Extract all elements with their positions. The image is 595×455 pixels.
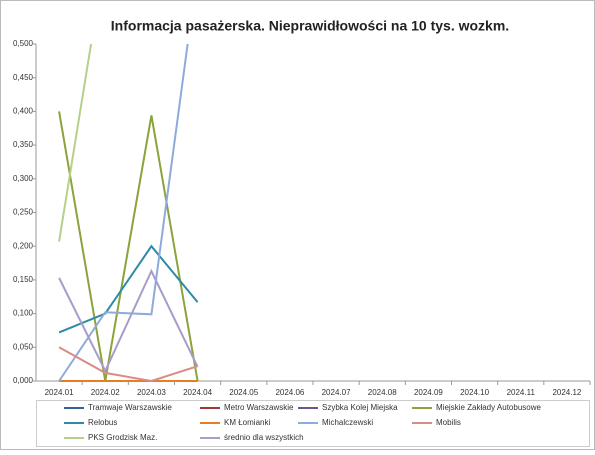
x-tick-label: 2024.10 <box>460 388 489 397</box>
y-tick-label: 0,500 <box>13 39 34 48</box>
y-tick-label: 0,200 <box>13 241 34 250</box>
series-line <box>58 268 199 374</box>
x-tick-label: 2024.03 <box>137 388 166 397</box>
y-tick-label: 0,250 <box>13 208 34 217</box>
x-tick-label: 2024.04 <box>183 388 212 397</box>
x-tick-label: 2024.02 <box>91 388 120 397</box>
y-tick-label: 0,100 <box>13 309 34 318</box>
legend-label: średnio dla wszystkich <box>224 433 304 442</box>
x-tick-label: 2024.06 <box>275 388 304 397</box>
x-tick-label: 2024.11 <box>507 388 536 397</box>
legend-label: Miejskie Zakłady Autobusowe <box>436 403 541 412</box>
legend-label: Relobus <box>88 418 117 427</box>
y-tick-label: 0,400 <box>13 107 34 116</box>
legend-label: Michalczewski <box>322 418 373 427</box>
y-tick-label: 0,050 <box>13 342 34 351</box>
y-tick-label: 0,350 <box>13 140 34 149</box>
legend-label: Metro Warszawskie <box>224 403 294 412</box>
legend-label: Szybka Kolej Miejska <box>322 403 398 412</box>
x-tick-label: 2024.09 <box>414 388 443 397</box>
chart-title: Informacja pasażerska. Nieprawidłowości … <box>111 18 509 34</box>
x-tick-label: 2024.01 <box>45 388 74 397</box>
legend-label: Tramwaje Warszawskie <box>88 403 172 412</box>
x-tick-label: 2024.08 <box>368 388 397 397</box>
x-tick-label: 2024.12 <box>552 388 581 397</box>
legend-label: PKS Grodzisk Maz. <box>88 433 157 442</box>
y-tick-label: 0,300 <box>13 174 34 183</box>
series-line <box>58 44 93 242</box>
series-line <box>58 44 189 382</box>
y-tick-label: 0,000 <box>13 376 34 385</box>
legend-label: KM Łomianki <box>224 418 270 427</box>
y-tick-label: 0,150 <box>13 275 34 284</box>
series-line <box>58 111 199 382</box>
legend-box <box>36 400 590 447</box>
y-tick-label: 0,450 <box>13 73 34 82</box>
x-tick-label: 2024.05 <box>229 388 258 397</box>
x-tick-label: 2024.07 <box>322 388 351 397</box>
series-line <box>58 346 198 382</box>
legend-label: Mobilis <box>436 418 461 427</box>
